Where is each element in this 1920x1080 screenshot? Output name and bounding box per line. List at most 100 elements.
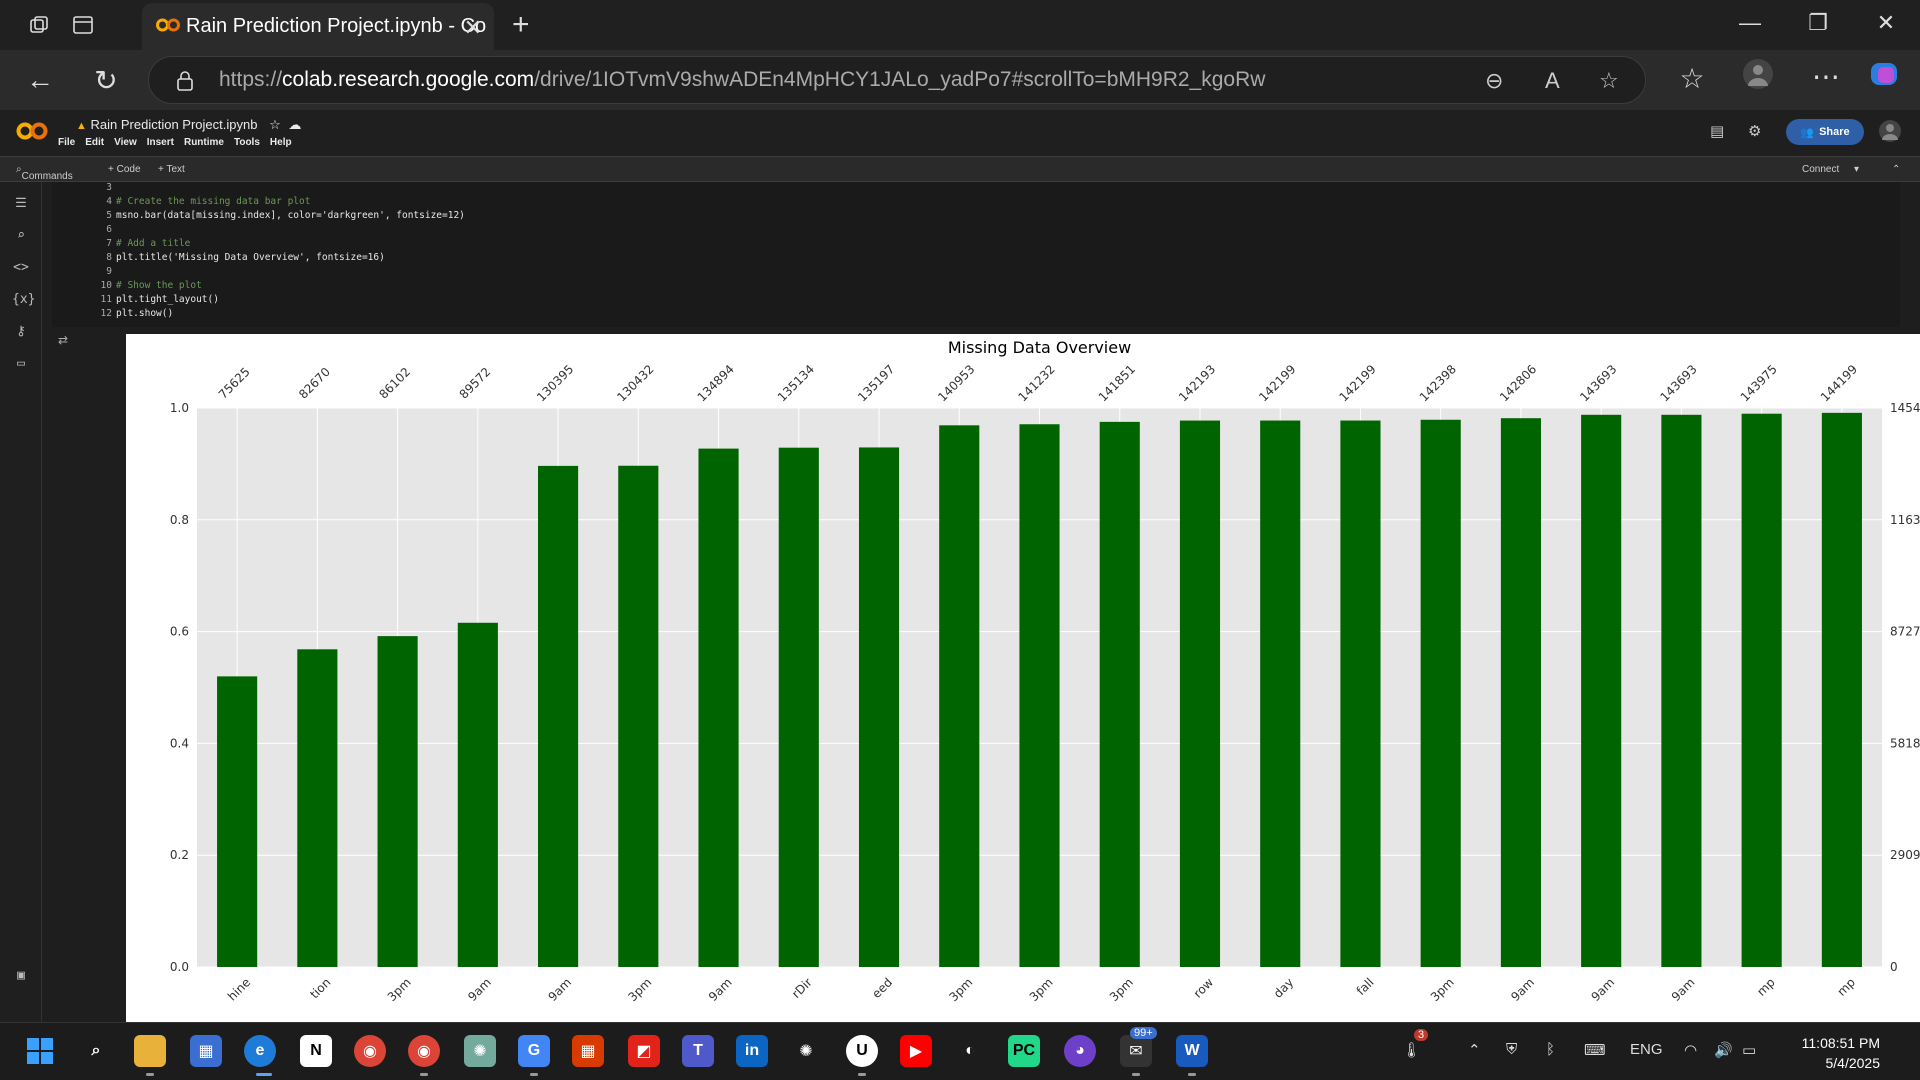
collapse-header-icon[interactable]: ⌃	[1892, 164, 1901, 175]
new-tab-icon[interactable]: +	[512, 8, 530, 41]
linkedin-icon[interactable]: in	[736, 1035, 768, 1067]
lock-icon[interactable]	[175, 69, 195, 99]
menu-insert[interactable]: Insert	[146, 137, 174, 148]
cloud-saved-icon[interactable]: ☁	[288, 117, 302, 132]
file-explorer-icon[interactable]	[134, 1035, 166, 1067]
workspaces-icon[interactable]	[26, 12, 52, 38]
files-folder-icon[interactable]: ▭	[17, 356, 25, 371]
bar-count-label: 75625	[216, 365, 253, 402]
notion-icon[interactable]: N	[300, 1035, 332, 1067]
y-tick-right: 145460	[1890, 401, 1920, 415]
menu-runtime[interactable]: Runtime	[183, 137, 224, 148]
read-aloud-icon[interactable]: A	[1545, 68, 1560, 93]
terminal-icon[interactable]: ▣	[17, 968, 25, 983]
bar-count-label: 143693	[1657, 362, 1699, 404]
settings-gear-icon[interactable]: ⚙	[1748, 123, 1762, 140]
favorites-icon[interactable]: ☆	[1679, 63, 1705, 94]
profile-avatar[interactable]	[1740, 58, 1776, 97]
youtube-icon[interactable]: ▶	[900, 1035, 932, 1067]
url-bar[interactable]: https://colab.research.google.com/drive/…	[148, 56, 1646, 104]
security-shield-icon[interactable]: ⛨	[1506, 1041, 1518, 1058]
back-icon[interactable]: ←	[26, 64, 54, 95]
code-line: 3	[106, 182, 112, 193]
app-icon[interactable]: ◐	[965, 1042, 975, 1059]
weather-icon[interactable]: 🌡	[1402, 1042, 1422, 1059]
secrets-key-icon[interactable]: ⚷	[16, 324, 26, 339]
more-icon[interactable]: ⋯	[1812, 61, 1840, 92]
bar	[457, 622, 498, 967]
github-icon[interactable]: ◕	[1064, 1035, 1096, 1067]
star-icon[interactable]: ☆	[269, 117, 281, 132]
tab-colab-notebook[interactable]: Rain Prediction Project.ipynb - Co ✕	[142, 3, 494, 50]
x-tick-label: hine	[225, 975, 253, 1003]
chrome-profile-icon[interactable]: ◉	[408, 1035, 440, 1067]
edge-browser-icon[interactable]: e	[244, 1035, 276, 1067]
code-line: 7 # Add a title	[106, 238, 191, 249]
colab-logo-icon[interactable]	[16, 121, 48, 146]
x-tick-label: 3pm	[1107, 975, 1136, 1004]
code-line: 10 # Show the plot	[100, 280, 202, 291]
keyboard-icon[interactable]: ⌨	[1584, 1042, 1606, 1059]
add-code-button[interactable]: + Code	[108, 164, 141, 175]
bar	[1099, 421, 1140, 967]
variables-icon[interactable]: {x}	[12, 292, 36, 307]
menu-view[interactable]: View	[114, 137, 137, 148]
minimize-icon[interactable]: —	[1739, 10, 1761, 35]
pycharm-icon[interactable]: PC	[1008, 1035, 1040, 1067]
openai-icon[interactable]: ✺	[799, 1043, 813, 1060]
commands-button[interactable]: ⌕ Commands	[16, 164, 73, 182]
x-tick-label: fall	[1354, 975, 1377, 998]
udemy-icon[interactable]: U	[846, 1035, 878, 1067]
x-tick-label: mp	[1754, 975, 1778, 999]
search-icon[interactable]: ⌕	[91, 1042, 101, 1059]
tab-close-icon[interactable]: ✕	[463, 15, 482, 40]
wifi-icon[interactable]: ◠	[1684, 1042, 1698, 1059]
find-icon[interactable]: ⌕	[17, 228, 25, 243]
tray-overflow-icon[interactable]: ⌃	[1468, 1042, 1481, 1059]
share-button[interactable]: 👥 Share	[1786, 119, 1864, 145]
code-line: 11 plt.tight_layout()	[100, 294, 219, 305]
menu-file[interactable]: File	[58, 137, 76, 148]
notebook-title[interactable]: Rain Prediction Project.ipynb	[90, 117, 258, 132]
chrome-icon[interactable]: ◉	[354, 1035, 386, 1067]
copilot-icon[interactable]	[1866, 58, 1902, 97]
y-tick-left: 0.0	[170, 960, 189, 974]
menu-edit[interactable]: Edit	[85, 137, 105, 148]
x-tick-label: eed	[869, 975, 895, 1001]
chatgpt-icon[interactable]: ✺	[464, 1035, 496, 1067]
code-snippets-icon[interactable]: <>	[13, 260, 29, 275]
weather-badge: 3	[1414, 1029, 1429, 1041]
output-menu-icon[interactable]: ⇄	[58, 333, 69, 347]
office-icon[interactable]: ▦	[572, 1035, 604, 1067]
amd-icon[interactable]: ◩	[628, 1035, 660, 1067]
clock[interactable]: 11:08:51 PM 5/4/2025	[1770, 1033, 1880, 1073]
translate-icon[interactable]: G	[518, 1035, 550, 1067]
battery-icon[interactable]: ▭	[1742, 1042, 1757, 1059]
reload-icon[interactable]: ↻	[94, 65, 118, 96]
mail-icon[interactable]: ✉	[1120, 1035, 1152, 1067]
teams-icon[interactable]: T	[682, 1035, 714, 1067]
restore-icon[interactable]: ❐	[1808, 10, 1828, 35]
menu-help[interactable]: Help	[269, 137, 292, 148]
zoom-icon[interactable]: ⊖	[1485, 68, 1504, 93]
window-close-icon[interactable]: ✕	[1876, 10, 1896, 35]
menu-tools[interactable]: Tools	[233, 137, 260, 148]
x-tick-label: 9am	[1669, 975, 1698, 1004]
account-avatar[interactable]	[1878, 119, 1902, 147]
connect-button[interactable]: Connect	[1802, 164, 1840, 175]
x-tick-label: 9am	[545, 975, 574, 1004]
comments-icon[interactable]: ▤	[1710, 123, 1725, 140]
table-of-contents-icon[interactable]: ☰	[15, 196, 27, 211]
add-text-button[interactable]: + Text	[158, 164, 185, 175]
language-indicator[interactable]: ENG	[1630, 1041, 1663, 1058]
bar	[377, 636, 418, 967]
word-icon[interactable]: W	[1176, 1035, 1208, 1067]
favorite-star-icon[interactable]: ☆	[1599, 68, 1619, 93]
store-icon[interactable]: ▦	[190, 1035, 222, 1067]
volume-icon[interactable]: 🔊	[1714, 1042, 1733, 1059]
tab-actions-icon[interactable]	[70, 12, 96, 38]
windows-start-icon[interactable]	[24, 1035, 56, 1067]
bluetooth-icon[interactable]: ᛒ	[1546, 1041, 1556, 1058]
connect-dropdown-icon[interactable]: ▾	[1854, 164, 1860, 175]
